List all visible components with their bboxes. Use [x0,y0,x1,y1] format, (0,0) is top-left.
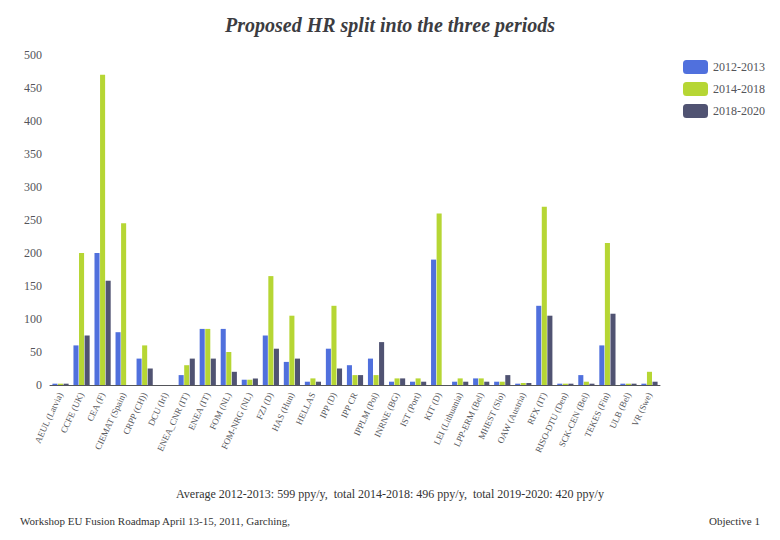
svg-text:FZJ (D): FZJ (D) [254,391,275,421]
svg-text:250: 250 [24,213,42,227]
svg-text:0: 0 [36,378,42,392]
svg-text:IPP CR: IPP CR [339,391,359,420]
svg-text:MHEST (Slo): MHEST (Slo) [476,390,507,441]
svg-text:LPP-ERM (Bel): LPP-ERM (Bel) [451,390,486,449]
svg-text:ENEA_CNR (IT): ENEA_CNR (IT) [155,391,191,453]
svg-text:Average 2012-2013: 599 ppy/y,: Average 2012-2013: 599 ppy/y, total 2014… [176,487,604,501]
svg-text:50: 50 [30,345,42,359]
svg-text:CRPP (CH)): CRPP (CH)) [121,391,149,436]
svg-text:400: 400 [24,114,42,128]
svg-text:TEKES (Fin): TEKES (Fin) [583,391,612,439]
svg-text:ENEA (IT): ENEA (IT) [186,390,213,432]
svg-text:IPPLM (Pol): IPPLM (Pol) [351,390,381,438]
svg-text:LEI (Lithuania): LEI (Lithuania) [431,390,465,447]
svg-text:CEA (F): CEA (F) [85,391,107,423]
svg-text:2012-2013: 2012-2013 [713,60,765,74]
svg-text:CIEMAT (Spain): CIEMAT (Spain) [93,391,128,451]
svg-text:AEUL (Latvia): AEUL (Latvia) [33,391,65,445]
svg-text:Workshop EU Fusion Roadmap Apr: Workshop EU Fusion Roadmap April 13-15, … [20,515,290,527]
svg-text:150: 150 [24,279,42,293]
svg-text:200: 200 [24,246,42,260]
svg-text:ULB (Bel): ULB (Bel) [607,390,633,431]
svg-text:CCFE (UK): CCFE (UK) [59,391,87,435]
svg-text:IPP (D): IPP (D) [318,391,339,420]
svg-text:300: 300 [24,180,42,194]
svg-text:SCK-CEN (Bel): SCK-CEN (Bel) [557,391,591,449]
svg-text:Proposed HR split into the thr: Proposed HR split into the three periods [224,14,555,37]
svg-text:IST (Port): IST (Port) [398,391,423,428]
svg-text:RFX (IT): RFX (IT) [525,391,549,426]
svg-text:100: 100 [24,312,42,326]
svg-text:450: 450 [24,81,42,95]
svg-text:HELLAS: HELLAS [294,391,318,426]
svg-text:DCU (Irl): DCU (Irl) [146,390,171,428]
svg-text:FOM-NRG (NL): FOM-NRG (NL) [219,391,254,451]
svg-text:500: 500 [24,48,42,62]
svg-text:Objective 1: Objective 1 [709,515,760,527]
svg-text:FOM (NL): FOM (NL) [207,390,234,432]
svg-text:KIT (D): KIT (D) [422,391,444,422]
svg-text:RISO-DTU (Den): RISO-DTU (Den) [533,390,570,455]
svg-text:2018-2020: 2018-2020 [713,104,765,118]
svg-text:HAS (Hun): HAS (Hun) [270,391,297,433]
svg-text:2014-2018: 2014-2018 [713,82,765,96]
svg-text:VR (Swe): VR (Swe) [630,391,654,428]
svg-text:INRNE (BG): INRNE (BG) [372,391,401,439]
svg-text:350: 350 [24,147,42,161]
svg-text:OAW (Austria): OAW (Austria) [495,391,527,445]
